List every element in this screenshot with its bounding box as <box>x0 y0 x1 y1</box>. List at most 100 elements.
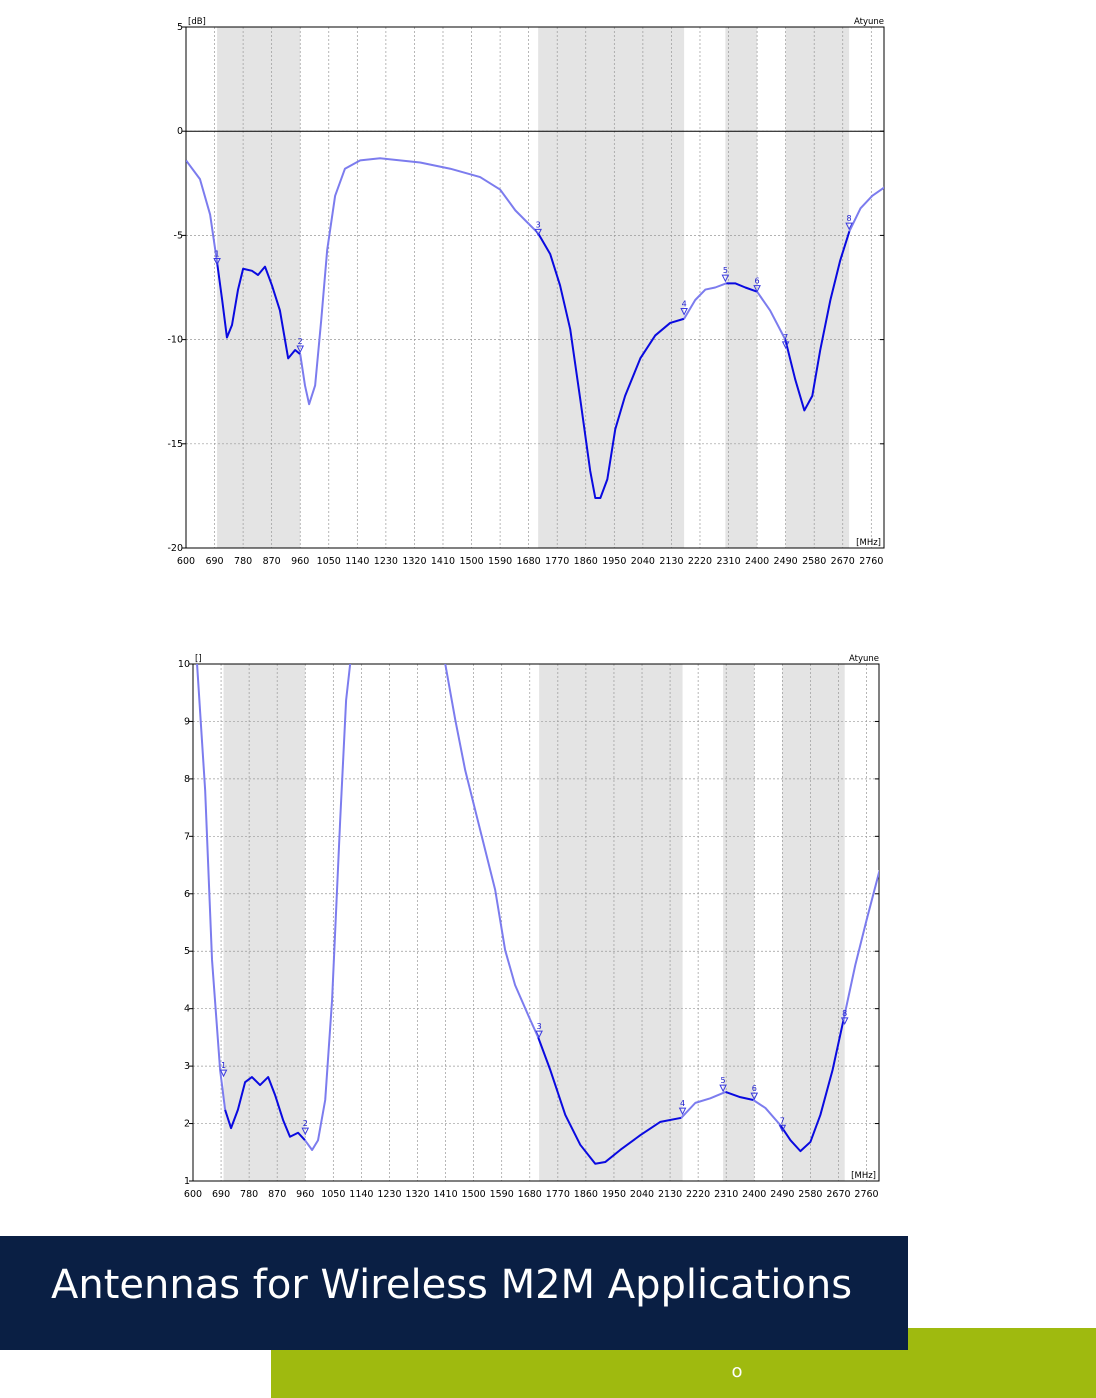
plot-clip <box>196 664 879 1165</box>
x-tick-label: 2400 <box>742 1189 766 1200</box>
line-out-band <box>304 664 540 1151</box>
line-out-band <box>196 664 227 1110</box>
x-tick-label: 1500 <box>459 556 483 567</box>
marker <box>680 308 688 316</box>
y-tick-label: 7 <box>184 831 190 842</box>
x-tick-label: 1860 <box>574 1189 598 1200</box>
y-tick-label: 3 <box>184 1061 190 1072</box>
band <box>723 664 755 1181</box>
x-tick-label: 1410 <box>431 556 455 567</box>
y-tick-label: 2 <box>184 1119 190 1130</box>
plot-clip <box>186 157 884 499</box>
band <box>223 664 306 1181</box>
marker <box>219 1069 228 1078</box>
marker-label: 5 <box>721 1076 726 1085</box>
footer-title: Antennas for Wireless M2M Applications <box>51 1262 852 1308</box>
x-tick-label: 1590 <box>490 1189 514 1200</box>
x-tick-label: 2040 <box>631 556 655 567</box>
marker <box>840 1017 849 1025</box>
x-tick-label: 780 <box>240 1189 258 1200</box>
band <box>217 27 301 548</box>
plot-frame <box>192 663 880 1182</box>
y-tick-label: -10 <box>167 335 183 346</box>
line-out-band <box>683 282 727 320</box>
marker-label: 2 <box>303 1119 308 1128</box>
marker-label: 2 <box>298 337 303 346</box>
x-tick-label: 780 <box>234 556 252 567</box>
band <box>782 664 845 1181</box>
marker <box>753 285 761 293</box>
y-tick-label: 9 <box>184 716 190 727</box>
plot-area <box>186 27 884 548</box>
marker-label: 8 <box>842 1009 847 1018</box>
y-unit: [dB] <box>188 17 206 27</box>
x-tick-label: 2130 <box>659 556 683 567</box>
marker <box>750 1092 759 1101</box>
line-out-band <box>752 1099 782 1126</box>
line-in-band <box>726 282 758 293</box>
x-tick-label: 1140 <box>349 1189 373 1200</box>
line-out-band <box>299 157 539 406</box>
y-tick-label: 6 <box>184 889 190 900</box>
corner-label: Atyune <box>854 17 884 27</box>
banner-overlap <box>271 1328 908 1350</box>
x-tick-label: 2580 <box>798 1189 822 1200</box>
corner-label: Atyune <box>849 654 879 664</box>
x-tick-label: 2130 <box>658 1189 682 1200</box>
x-tick-label: 1680 <box>518 1189 542 1200</box>
plot-frame <box>185 26 885 549</box>
marker <box>213 257 221 266</box>
x-tick-label: 1410 <box>433 1189 457 1200</box>
line-out-band <box>848 186 884 232</box>
marker-label: 4 <box>680 1099 685 1108</box>
x-tick-label: 1950 <box>602 556 626 567</box>
x-tick-label: 2760 <box>859 556 883 567</box>
x-tick-label: 1860 <box>574 556 598 567</box>
marker-label: 3 <box>536 220 541 229</box>
x-tick-label: 2220 <box>688 556 712 567</box>
x-tick-label: 2310 <box>714 1189 738 1200</box>
line-in-band <box>537 1037 682 1165</box>
marker-label: 6 <box>752 1084 757 1093</box>
x-tick-label: 1230 <box>377 1189 401 1200</box>
marker-label: 8 <box>847 214 852 223</box>
line-in-band <box>216 262 301 360</box>
line-out-band <box>756 291 787 341</box>
y-tick-label: -5 <box>174 230 183 241</box>
y-tick-label: -15 <box>167 439 183 450</box>
x-tick-label: 2310 <box>716 556 740 567</box>
x-tick-label: 1230 <box>374 556 398 567</box>
band <box>539 664 683 1181</box>
y-unit: [] <box>195 654 202 664</box>
x-tick-label: 2580 <box>802 556 826 567</box>
x-tick-label: 1680 <box>517 556 541 567</box>
marker-label: 5 <box>723 266 728 275</box>
marker <box>845 222 853 231</box>
x-tick-label: 600 <box>184 1189 202 1200</box>
marker-label: 1 <box>215 249 220 258</box>
x-tick-label: 2040 <box>630 1189 654 1200</box>
y-tick-label: 5 <box>184 946 190 957</box>
marker <box>534 228 542 237</box>
x-unit: [MHz] <box>851 1171 876 1181</box>
band <box>785 27 850 548</box>
marker-label: 6 <box>755 277 760 286</box>
x-tick-label: 1590 <box>488 556 512 567</box>
x-tick-label: 1050 <box>321 1189 345 1200</box>
x-tick-label: 600 <box>177 556 195 567</box>
x-tick-label: 690 <box>205 556 223 567</box>
marker <box>301 1127 310 1136</box>
x-unit: [MHz] <box>856 538 881 548</box>
x-tick-label: 1140 <box>345 556 369 567</box>
x-tick-label: 1770 <box>546 1189 570 1200</box>
x-tick-label: 2490 <box>774 556 798 567</box>
x-tick-label: 960 <box>296 1189 314 1200</box>
marker-label: 3 <box>537 1022 542 1031</box>
x-tick-label: 2670 <box>826 1189 850 1200</box>
x-tick-label: 1320 <box>405 1189 429 1200</box>
y-tick-label: 0 <box>177 126 183 137</box>
marker <box>719 1084 727 1093</box>
y-tick-label: 10 <box>178 659 190 670</box>
y-tick-label: 4 <box>184 1004 190 1015</box>
